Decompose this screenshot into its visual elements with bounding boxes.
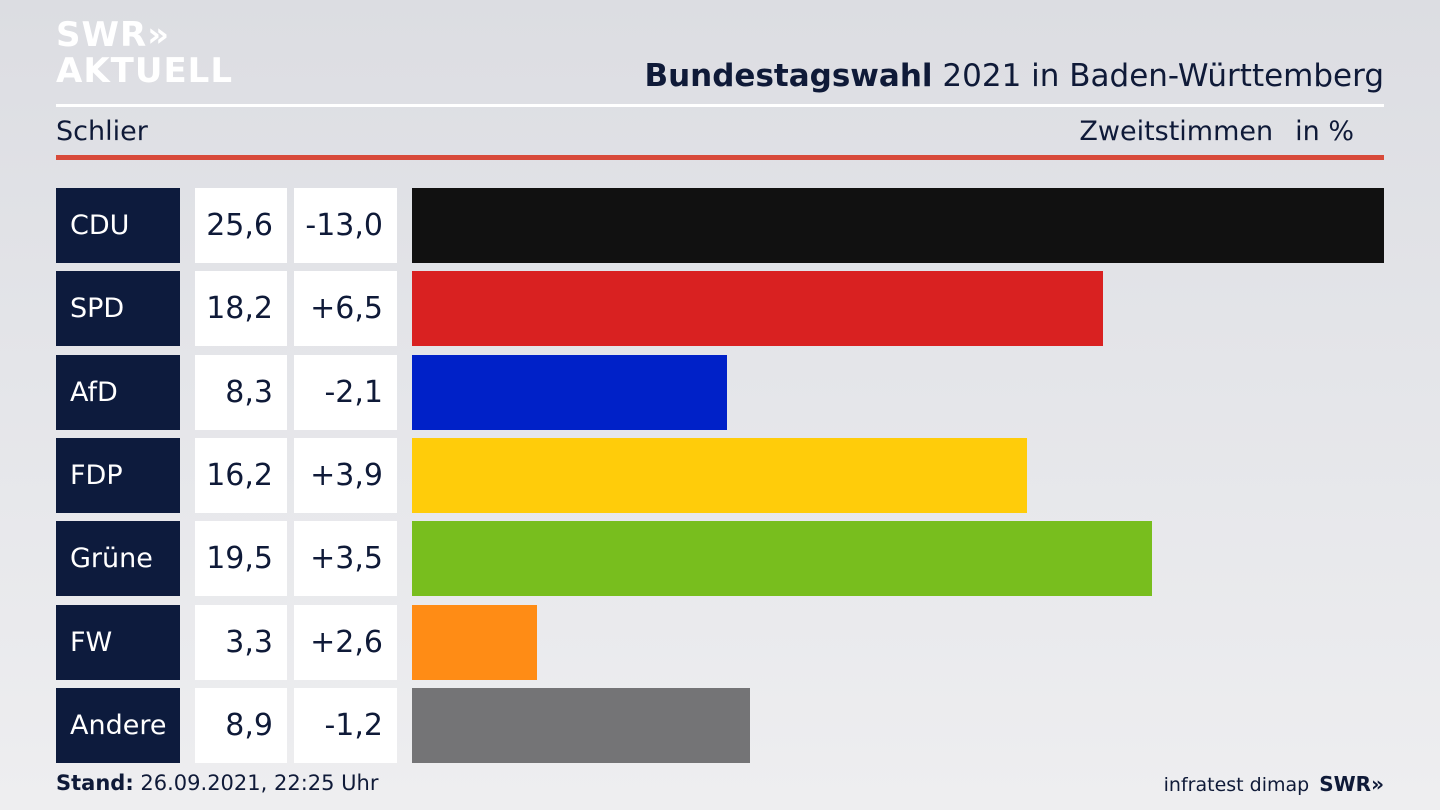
bar (412, 271, 1104, 347)
party-label: Andere (56, 687, 180, 763)
bar-row: SPD 18,2 +6,5 (56, 271, 1384, 347)
value-label: 3,3 (195, 604, 287, 680)
unit-label: in % (1295, 116, 1354, 147)
value-label: 18,2 (195, 271, 287, 347)
timestamp: Stand: 26.09.2021, 22:25 Uhr (56, 771, 379, 795)
bar (412, 687, 750, 763)
change-label: +3,5 (294, 521, 397, 597)
swr-brand-logo: SWR» (1319, 772, 1384, 796)
bar-row: FW 3,3 +2,6 (56, 604, 1384, 680)
accent-divider (56, 155, 1384, 160)
value-label: 16,2 (195, 437, 287, 513)
swr-aktuell-logo: SWR» AKTUELL (56, 15, 234, 91)
stand-label: Stand: (56, 771, 134, 795)
party-label: CDU (56, 188, 180, 263)
party-label: SPD (56, 271, 180, 347)
value-label: 25,6 (195, 188, 287, 263)
source-credit: infratest dimap SWR» (1164, 772, 1384, 796)
bar-row: CDU 25,6 -13,0 (56, 188, 1384, 263)
source-label: infratest dimap (1163, 774, 1310, 796)
party-label: Grüne (56, 521, 180, 597)
change-label: -1,2 (294, 687, 397, 763)
stand-value: 26.09.2021, 22:25 Uhr (133, 771, 379, 795)
value-label: 19,5 (195, 521, 287, 597)
metric-label: Zweitstimmen in % (1079, 116, 1354, 147)
location-label: Schlier (56, 116, 148, 147)
title-rest: 2021 in Baden-Württemberg (932, 58, 1384, 94)
chart-title: Bundestagswahl 2021 in Baden-Württemberg (644, 58, 1384, 94)
party-label: AfD (56, 354, 180, 430)
bar (412, 188, 1384, 263)
bar-row: AfD 8,3 -2,1 (56, 354, 1384, 430)
metric-name: Zweitstimmen (1079, 116, 1274, 147)
bar-row: FDP 16,2 +3,9 (56, 437, 1384, 513)
bar-row: Andere 8,9 -1,2 (56, 687, 1384, 763)
change-label: +2,6 (294, 604, 397, 680)
header-divider (56, 104, 1384, 107)
bar-row: Grüne 19,5 +3,5 (56, 521, 1384, 597)
title-bold: Bundestagswahl (644, 58, 933, 94)
change-label: +3,9 (294, 437, 397, 513)
value-label: 8,3 (195, 354, 287, 430)
bar (412, 437, 1028, 513)
logo-line-2: AKTUELL (56, 51, 234, 91)
change-label: -13,0 (294, 188, 397, 263)
logo-line-1: SWR» (56, 15, 171, 55)
value-label: 8,9 (195, 687, 287, 763)
bar (412, 521, 1153, 597)
party-label: FW (56, 604, 180, 680)
party-label: FDP (56, 437, 180, 513)
bar (412, 604, 538, 680)
change-label: +6,5 (294, 271, 397, 347)
bar (412, 354, 728, 430)
change-label: -2,1 (294, 354, 397, 430)
